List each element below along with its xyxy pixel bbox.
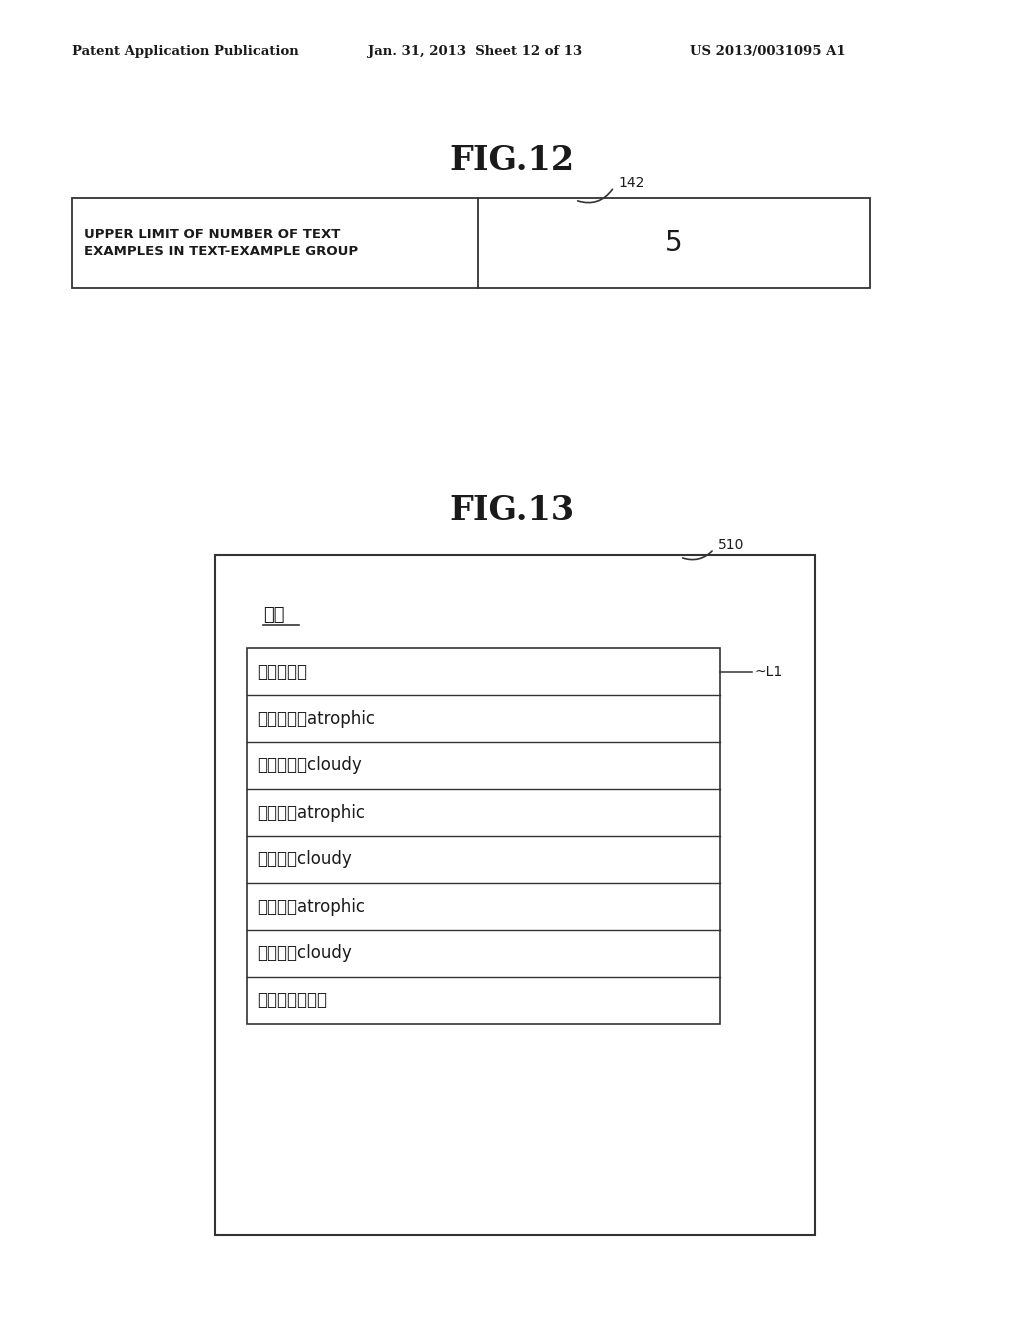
Text: 鼓膜：右atrophic: 鼓膜：右atrophic [257, 898, 365, 916]
Text: UPPER LIMIT OF NUMBER OF TEXT
EXAMPLES IN TEXT-EXAMPLE GROUP: UPPER LIMIT OF NUMBER OF TEXT EXAMPLES I… [84, 228, 358, 257]
Text: Jan. 31, 2013  Sheet 12 of 13: Jan. 31, 2013 Sheet 12 of 13 [368, 45, 582, 58]
Text: 鼓膜：異常なし: 鼓膜：異常なし [257, 991, 327, 1010]
Text: US 2013/0031095 A1: US 2013/0031095 A1 [690, 45, 846, 58]
FancyArrowPatch shape [578, 189, 612, 203]
Text: 5: 5 [666, 228, 683, 257]
Bar [215, 554, 815, 1236]
Bar [247, 648, 720, 1024]
Text: FIG.12: FIG.12 [450, 144, 574, 177]
Text: 510: 510 [718, 539, 744, 552]
Bar [72, 198, 870, 288]
Text: 鼓膜：右cloudy: 鼓膜：右cloudy [257, 945, 352, 962]
Text: 鼓膜：左atrophic: 鼓膜：左atrophic [257, 804, 365, 821]
Text: 142: 142 [618, 176, 644, 190]
Text: Patent Application Publication: Patent Application Publication [72, 45, 299, 58]
Text: 鼓膜：左cloudy: 鼓膜：左cloudy [257, 850, 352, 869]
Text: 鼓膜：両偈atrophic: 鼓膜：両偈atrophic [257, 710, 375, 727]
Text: こま: こま [263, 606, 285, 624]
Text: 鼓膜：正常: 鼓膜：正常 [257, 663, 307, 681]
Text: FIG.13: FIG.13 [450, 494, 574, 527]
FancyArrowPatch shape [683, 550, 712, 560]
Text: 鼓膜：両偈cloudy: 鼓膜：両偈cloudy [257, 756, 361, 775]
Text: ~L1: ~L1 [755, 664, 783, 678]
